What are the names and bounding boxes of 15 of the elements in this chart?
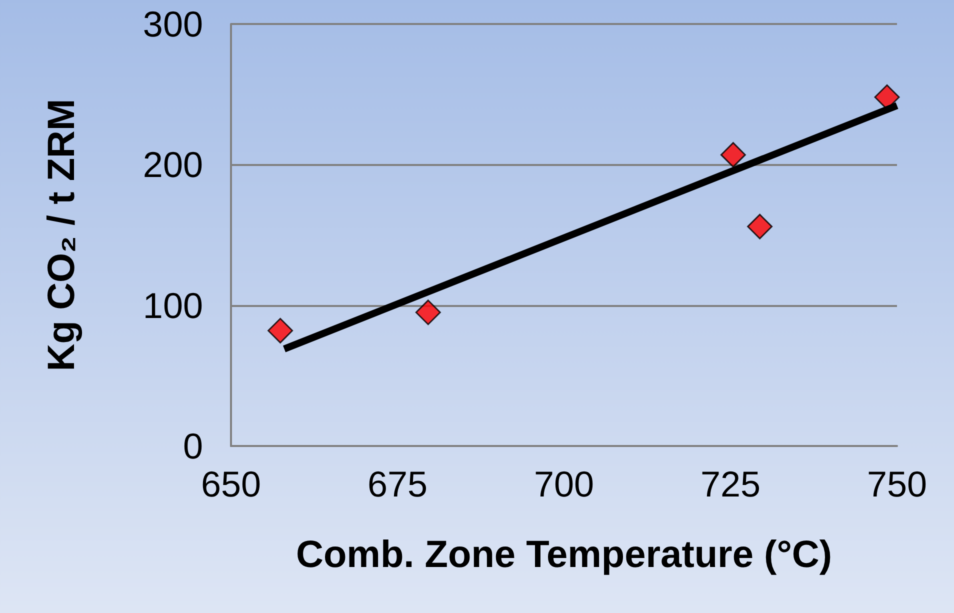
point xyxy=(268,318,294,344)
y-axis-title: Kg CO₂ / t ZRM xyxy=(41,98,83,372)
point xyxy=(415,300,441,326)
y-tick-label: 300 xyxy=(142,4,203,44)
point xyxy=(720,142,746,168)
x-tick-label: 700 xyxy=(534,464,594,504)
x-axis-title: Comb. Zone Temperature (°C) xyxy=(296,534,832,576)
y-tick-label: 100 xyxy=(142,284,203,326)
point xyxy=(747,214,773,240)
y-tick-label: 200 xyxy=(142,144,203,186)
x-tick-label: 675 xyxy=(367,464,428,504)
y-tick-label: 0 xyxy=(182,426,203,466)
x-tick-label: 750 xyxy=(866,464,928,504)
x-tick-label: 725 xyxy=(700,464,761,504)
x-tick-label: 650 xyxy=(200,464,262,504)
